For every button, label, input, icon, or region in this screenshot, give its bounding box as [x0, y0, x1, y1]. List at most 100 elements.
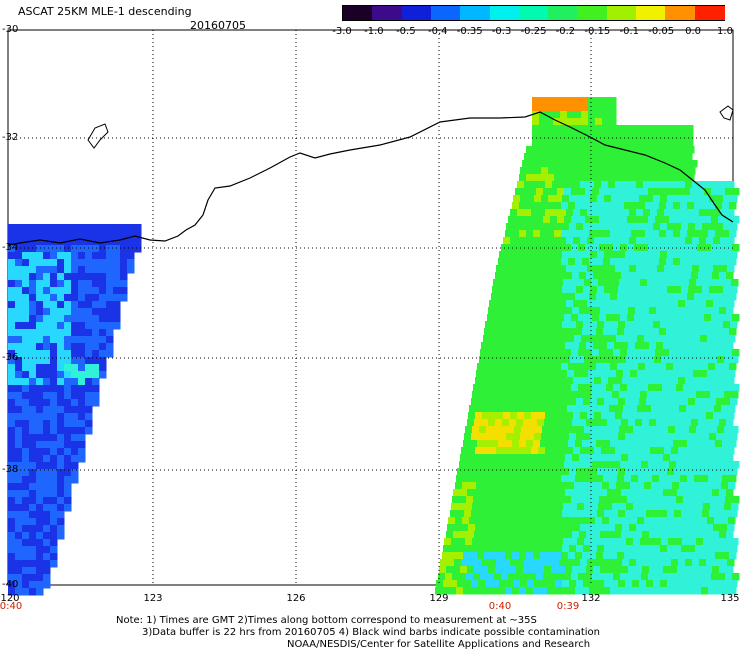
swath-cell: [732, 314, 740, 322]
swath-cell: [585, 314, 593, 322]
swath-cell: [601, 524, 609, 532]
swath-cell: [15, 301, 23, 309]
swath-cell: [99, 294, 107, 302]
swath-cell: [539, 335, 547, 343]
swath-cell: [462, 482, 470, 490]
swath-cell: [551, 454, 559, 462]
swath-cell: [577, 503, 585, 511]
swath-cell: [472, 391, 480, 399]
swath-cell: [679, 517, 687, 525]
swath-cell: [698, 342, 706, 350]
swath-cell: [557, 160, 565, 168]
swath-cell: [616, 370, 624, 378]
swath-cell: [527, 167, 535, 175]
swath-cell: [686, 405, 694, 413]
swath-cell: [64, 273, 72, 281]
swath-cell: [99, 280, 107, 288]
swath-cell: [715, 363, 723, 371]
swath-cell: [629, 447, 637, 455]
swath-cell: [533, 363, 541, 371]
swath-cell: [631, 363, 639, 371]
swath-cell: [57, 448, 65, 456]
swath-cell: [57, 378, 65, 386]
swath-cell: [64, 385, 72, 393]
swath-cell: [653, 468, 661, 476]
swath-cell: [8, 406, 16, 414]
swath-cell: [36, 392, 44, 400]
swath-cell: [561, 258, 569, 266]
swath-cell: [668, 538, 676, 546]
swath-cell: [43, 560, 51, 568]
swath-cell: [555, 321, 563, 329]
swath-cell: [677, 342, 685, 350]
swath-cell: [106, 273, 114, 281]
swath-cell: [71, 350, 79, 358]
swath-cell: [595, 335, 603, 343]
swath-cell: [463, 440, 471, 448]
swath-cell: [685, 412, 693, 420]
swath-cell: [568, 552, 576, 560]
swath-cell: [582, 258, 590, 266]
swath-cell: [43, 483, 51, 491]
swath-cell: [554, 552, 562, 560]
swath-cell: [596, 146, 604, 154]
swath-cell: [64, 224, 72, 232]
swath-cell: [726, 454, 734, 462]
swath-cell: [478, 545, 486, 553]
swath-cell: [580, 377, 588, 385]
swath-cell: [576, 223, 584, 231]
swath-cell: [536, 461, 544, 469]
swath-cell: [540, 174, 548, 182]
swath-cell: [489, 447, 497, 455]
swath-cell: [64, 490, 72, 498]
swath-cell: [679, 335, 687, 343]
swath-cell: [475, 377, 483, 385]
swath-cell: [508, 349, 516, 357]
swath-cell: [675, 538, 683, 546]
swath-cell: [705, 531, 713, 539]
swath-cell: [676, 244, 684, 252]
swath-cell: [541, 167, 549, 175]
swath-cell: [708, 258, 716, 266]
swath-cell: [538, 300, 546, 308]
swath-cell: [637, 132, 645, 140]
swath-cell: [621, 454, 629, 462]
swath-cell: [715, 202, 723, 210]
swath-cell: [625, 468, 633, 476]
swath-cell: [588, 111, 596, 119]
swath-cell: [539, 132, 547, 140]
swath-cell: [510, 209, 518, 217]
swath-cell: [619, 503, 627, 511]
swath-cell: [489, 412, 497, 420]
swath-cell: [547, 174, 555, 182]
swath-cell: [655, 349, 663, 357]
swath-cell: [528, 538, 536, 546]
swath-cell: [667, 433, 675, 441]
swath-cell: [64, 420, 72, 428]
swath-cell: [541, 195, 549, 203]
swath-cell: [516, 531, 524, 539]
swath-cell: [567, 139, 575, 147]
swath-cell: [613, 573, 621, 581]
swath-cell: [666, 587, 674, 595]
swath-cell: [568, 230, 576, 238]
swath-cell: [15, 322, 23, 330]
swath-cell: [510, 412, 518, 420]
swath-cell: [598, 356, 606, 364]
swath-cell: [702, 468, 710, 476]
swath-cell: [577, 426, 585, 434]
swath-cell: [567, 335, 575, 343]
swath-cell: [57, 343, 65, 351]
swath-cell: [708, 587, 716, 595]
swath-cell: [682, 426, 690, 434]
swath-cell: [520, 545, 528, 553]
swath-cell: [668, 356, 676, 364]
swath-cell: [64, 378, 72, 386]
swath-cell: [503, 377, 511, 385]
color-scale-segment: [636, 6, 667, 20]
swath-cell: [561, 587, 569, 595]
swath-cell: [636, 300, 644, 308]
swath-cell: [22, 455, 30, 463]
swath-cell: [450, 510, 458, 518]
swath-cell: [552, 265, 560, 273]
